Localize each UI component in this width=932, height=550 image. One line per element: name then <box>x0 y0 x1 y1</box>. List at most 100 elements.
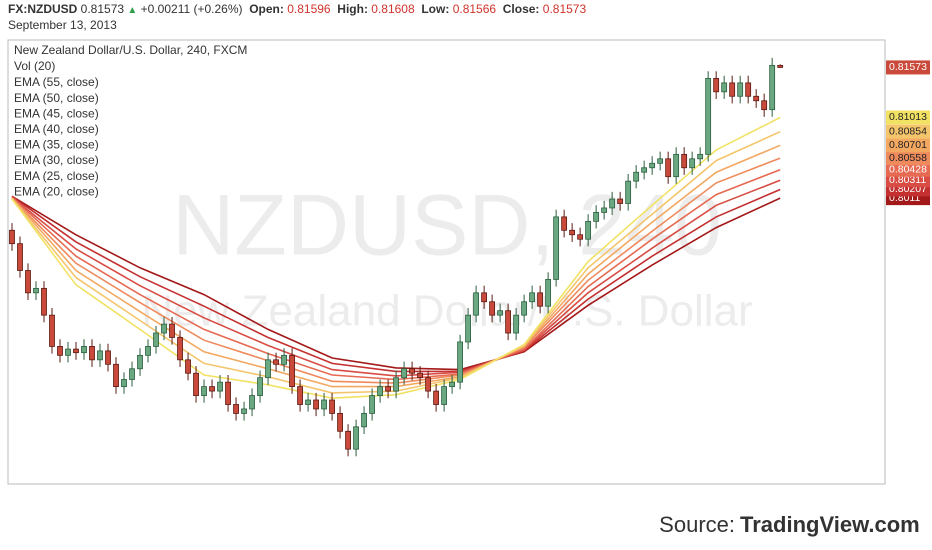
ema-value-box <box>886 138 930 153</box>
candle-body <box>193 372 199 396</box>
candle-body <box>129 368 135 380</box>
candle-body <box>777 64 784 68</box>
ema-value-label: 0.80701 <box>889 139 927 151</box>
candle-body <box>441 386 447 405</box>
candle-body <box>593 212 600 222</box>
open-label: Open: <box>249 2 284 16</box>
ema-value-label: 0.80558 <box>889 152 927 164</box>
candle-body <box>105 350 111 365</box>
candle-body <box>337 413 343 432</box>
high-value: 0.81608 <box>371 2 415 16</box>
candle-body <box>369 395 375 414</box>
candle-body <box>649 162 656 169</box>
candle-body <box>481 292 488 303</box>
candle-body <box>457 341 464 383</box>
change-pct: (+0.26%) <box>193 2 243 16</box>
watermark-name: New Zealand Dollar/U.S. Dollar <box>141 287 752 336</box>
candle-body <box>577 234 584 240</box>
candles <box>9 57 784 457</box>
candle-body <box>297 386 303 405</box>
candle-body <box>713 78 720 93</box>
candle-body <box>489 301 496 316</box>
candle-body <box>89 346 95 361</box>
candle-body <box>145 346 151 356</box>
candle-body <box>721 82 728 93</box>
ema-value-label: 0.81013 <box>889 111 927 123</box>
candle-body <box>529 292 536 303</box>
candle-body <box>353 426 359 450</box>
candle-body <box>641 167 648 173</box>
candle-body <box>121 379 127 388</box>
last-price: 0.81573 <box>80 2 125 16</box>
candle-body <box>329 399 335 414</box>
candle-body <box>417 372 423 379</box>
candle-body <box>281 354 287 365</box>
candle-body <box>209 386 215 392</box>
candle-body <box>657 158 664 164</box>
pane-title: New Zealand Dollar/U.S. Dollar, 240, FXC… <box>14 43 247 57</box>
candle-body <box>313 399 319 410</box>
candle-body <box>585 220 592 240</box>
candle-body <box>601 207 608 213</box>
candle-body <box>561 216 568 231</box>
candle-body <box>249 395 255 410</box>
date: September 13, 2013 <box>8 18 117 32</box>
legend-entry: EMA (20, close) <box>14 184 99 198</box>
candle-body <box>761 100 768 111</box>
candle-body <box>81 346 87 354</box>
legend-entry: EMA (30, close) <box>14 153 99 167</box>
source-label: Source: <box>659 512 735 537</box>
candle-body <box>753 95 760 102</box>
candle-body <box>217 381 223 392</box>
candle-body <box>633 171 640 182</box>
price-box-label: 0.81573 <box>889 61 927 73</box>
candle-body <box>681 153 688 169</box>
candle-body <box>393 377 399 392</box>
candle-body <box>625 180 632 204</box>
candle-body <box>537 292 544 307</box>
low-value: 0.81566 <box>452 2 497 16</box>
candle-body <box>65 348 71 356</box>
candle-body <box>137 354 143 370</box>
candle-body <box>697 153 704 160</box>
candle-body <box>73 348 79 354</box>
candle-body <box>161 323 167 334</box>
candle-body <box>377 386 383 396</box>
open-value: 0.81596 <box>287 2 331 16</box>
legend-entry: EMA (55, close) <box>14 75 99 89</box>
candle-body <box>305 399 311 405</box>
candle-body <box>401 368 407 379</box>
legend-entry: EMA (45, close) <box>14 106 99 120</box>
high-label: High: <box>337 2 368 16</box>
candle-body <box>569 229 576 236</box>
header: FX:NZDUSD 0.81573 ▲ +0.00211 (+0.26%) Op… <box>8 2 586 33</box>
candle-body <box>345 430 351 450</box>
ema-value-box <box>886 162 930 177</box>
ema-value-label: 0.80854 <box>889 125 927 137</box>
candle-body <box>225 381 231 405</box>
candle-body <box>745 82 752 97</box>
candle-body <box>521 301 528 316</box>
candle-body <box>113 363 119 388</box>
legend-entry: EMA (35, close) <box>14 138 99 152</box>
candle-body <box>497 310 504 316</box>
candle-body <box>33 287 39 294</box>
symbol: FX:NZDUSD <box>8 2 78 16</box>
candle-body <box>505 310 512 334</box>
close-label: Close: <box>502 2 540 16</box>
legend-entry: EMA (40, close) <box>14 122 99 136</box>
candle-body <box>257 377 263 396</box>
ema-value-label: 0.80311 <box>889 174 926 186</box>
candle-body <box>553 216 560 280</box>
price-box <box>886 60 930 75</box>
candle-body <box>289 354 295 388</box>
candle-body <box>513 314 520 334</box>
candle-body <box>97 350 103 361</box>
candle-body <box>689 158 696 169</box>
candle-body <box>185 359 191 374</box>
source: TradingView.com <box>740 512 920 537</box>
candle-body <box>473 292 480 316</box>
candle-body <box>57 346 63 356</box>
candle-body <box>673 153 680 178</box>
